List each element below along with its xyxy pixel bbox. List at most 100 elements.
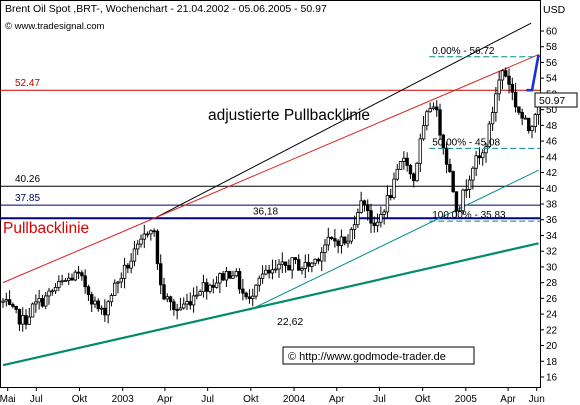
y-tick-label: 46: [546, 137, 558, 148]
candle-body: [513, 91, 518, 108]
candle-body: [523, 117, 528, 120]
price-candles: [1, 67, 541, 332]
x-tick-label: Jul: [201, 394, 214, 405]
y-tick-label: 36: [546, 215, 558, 226]
candle-body: [402, 157, 406, 162]
x-tick-label: Apr: [157, 394, 173, 405]
candle-body: [57, 280, 61, 288]
candle-body: [306, 262, 311, 267]
candle-body: [21, 315, 25, 325]
x-tick-label: Okt: [72, 394, 88, 405]
candle-body: [244, 292, 248, 298]
candle-body: [500, 70, 505, 81]
candle-body: [300, 268, 304, 271]
projection-path: [526, 54, 540, 92]
candle-body: [142, 233, 146, 240]
level-label: 40.26: [15, 174, 40, 185]
y-tick-label: 38: [546, 200, 558, 211]
candle-body: [451, 171, 455, 193]
candle-body: [297, 259, 301, 271]
candle-body: [214, 282, 219, 288]
candle-body: [50, 290, 54, 293]
y-tick-label: 54: [546, 74, 558, 85]
candle-body: [191, 295, 196, 306]
candle-body: [471, 167, 475, 181]
candle-body: [201, 282, 206, 293]
candle-body: [106, 301, 110, 316]
y-tick-label: 58: [546, 42, 558, 53]
candle-body: [195, 294, 199, 297]
y-tick-label: 18: [546, 357, 558, 368]
candle-body: [385, 195, 390, 213]
candle-body: [63, 280, 68, 282]
candle-body: [274, 268, 278, 271]
candle-body: [431, 106, 436, 109]
trend-line: [2, 54, 539, 284]
candle-body: [504, 70, 508, 77]
candle-body: [527, 117, 531, 132]
y-tick-label: 48: [546, 121, 558, 132]
candle-body: [34, 301, 38, 305]
candle-body: [139, 238, 143, 245]
candle-body: [418, 138, 423, 164]
candle-body: [228, 270, 232, 279]
candle-body: [454, 191, 459, 212]
candle-body: [474, 155, 478, 169]
candle-body: [481, 152, 485, 159]
candle-body: [277, 263, 281, 270]
copyright-frame: [282, 346, 475, 365]
candle-body: [260, 273, 265, 279]
last-price-box: [534, 92, 578, 108]
y-tick-label: 40: [546, 184, 558, 195]
candle-body: [389, 195, 393, 199]
x-tick-label: 2003: [112, 394, 135, 405]
candle-body: [7, 299, 12, 305]
x-tick-label: Jun: [529, 394, 545, 405]
candle-body: [329, 236, 334, 240]
candle-body: [168, 296, 173, 303]
y-tick-label: 24: [546, 310, 558, 321]
candle-body: [494, 93, 498, 113]
candle-body: [86, 286, 91, 296]
candle-body: [11, 304, 15, 307]
level-label: 37.85: [15, 193, 40, 204]
candle-body: [333, 238, 337, 242]
candle-body: [395, 168, 400, 180]
candle-body: [510, 83, 515, 93]
candle-body: [375, 221, 380, 227]
candle-body: [251, 295, 255, 300]
x-tick-label: Apr: [329, 394, 345, 405]
candle-body: [126, 264, 130, 269]
trend-line: [154, 22, 532, 219]
candle-body: [175, 309, 179, 311]
y-tick-label: 32: [546, 247, 558, 258]
candle-body: [162, 284, 166, 300]
y-tick-label: 20: [546, 341, 558, 352]
candle-body: [362, 200, 367, 206]
candle-body: [208, 284, 212, 292]
x-tick-label: Okt: [243, 394, 259, 405]
plot-frame: [0, 0, 541, 388]
candle-body: [254, 284, 258, 297]
candle-body: [323, 244, 327, 253]
candle-body: [218, 273, 222, 284]
candle-body: [165, 296, 169, 300]
projection-line: [526, 54, 540, 92]
candle-body: [83, 275, 87, 288]
candle-body: [103, 307, 107, 316]
y-tick-label: 34: [546, 231, 558, 242]
candle-body: [129, 260, 133, 269]
candle-body: [96, 300, 100, 310]
candle-body: [310, 262, 314, 267]
candle-body: [1, 300, 5, 303]
candle-body: [155, 230, 160, 265]
candle-body: [425, 111, 429, 127]
candle-body: [136, 243, 140, 250]
candle-body: [467, 179, 472, 190]
candle-body: [231, 275, 235, 279]
candle-body: [415, 162, 419, 182]
candle-body: [99, 307, 104, 310]
last-price-label: 50.97: [539, 95, 565, 107]
chart-title: Brent Oil Spot ,BRT-, Wochenchart - 21.0…: [5, 3, 327, 15]
trend-lines: [2, 22, 539, 367]
